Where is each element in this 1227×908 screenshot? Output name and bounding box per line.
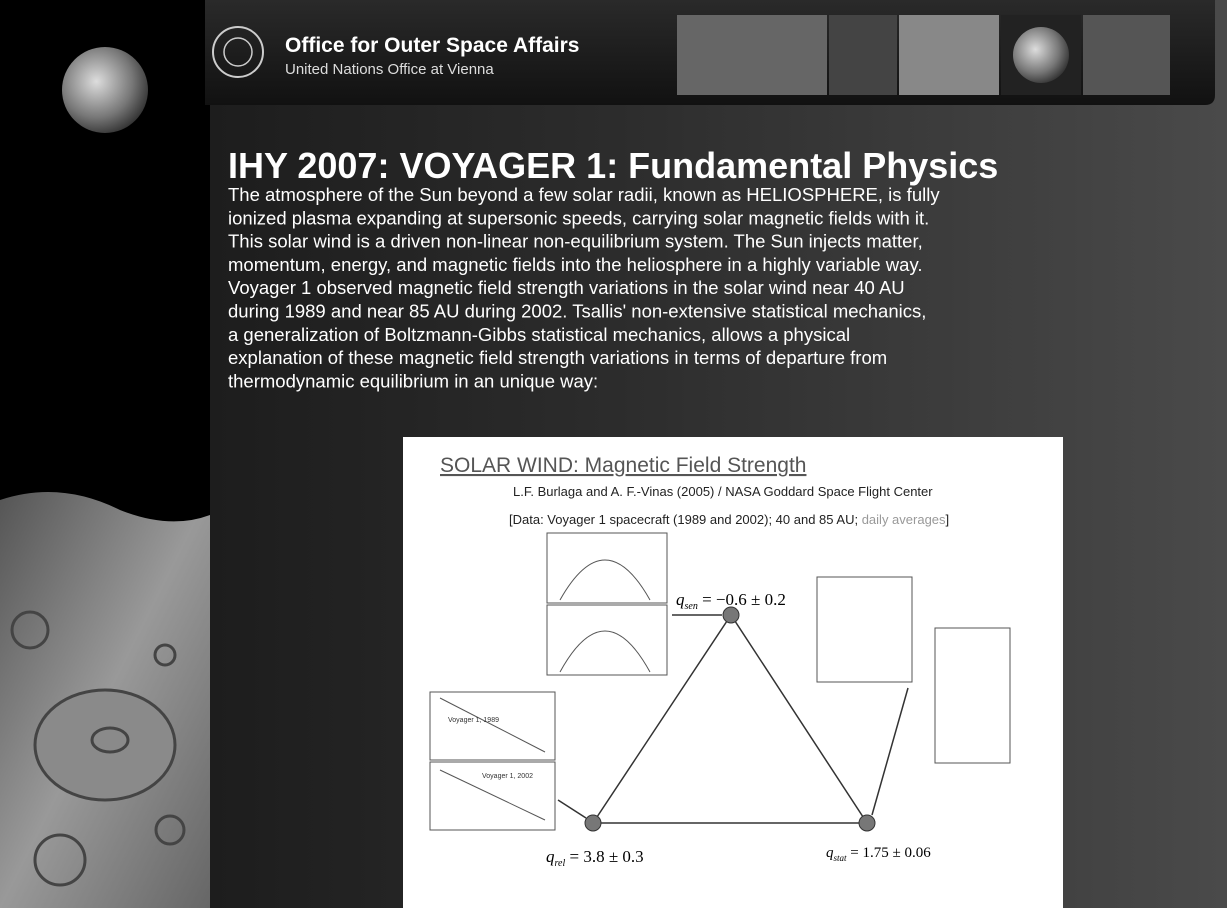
slide-title: IHY 2007: VOYAGER 1: Fundamental Physics	[228, 145, 998, 186]
panel-label: Voyager 1, 1989	[448, 717, 499, 724]
q-value: = 3.8 ± 0.3	[565, 847, 643, 866]
note-end: ]	[946, 512, 950, 527]
figure-title: SOLAR WIND: Magnetic Field Strength	[440, 454, 806, 477]
slide: Office for Outer Space Affairs United Na…	[0, 0, 1227, 908]
panel-label: Voyager 1, 2002	[482, 773, 533, 780]
earth-image	[62, 47, 148, 133]
body-line: Voyager 1 observed magnetic field streng…	[228, 277, 905, 298]
q-value: = 1.75 ± 0.06	[847, 845, 932, 861]
header-subtitle: United Nations Office at Vienna	[285, 61, 494, 78]
body-line: explanation of these magnetic field stre…	[228, 347, 887, 368]
body-line: during 1989 and near 85 AU during 2002. …	[228, 301, 926, 322]
figure-data-note: [Data: Voyager 1 spacecraft (1989 and 20…	[509, 512, 949, 527]
body-line: The atmosphere of the Sun beyond a few s…	[228, 184, 940, 205]
q-sub: sen	[685, 601, 698, 612]
note-text: [Data: Voyager 1 spacecraft (1989 and 20…	[509, 512, 858, 527]
header-title: Office for Outer Space Affairs	[285, 34, 579, 57]
body-line: thermodynamic equilibrium in an unique w…	[228, 370, 598, 391]
body-line: This solar wind is a driven non-linear n…	[228, 231, 923, 252]
figure-credit: L.F. Burlaga and A. F.-Vinas (2005) / NA…	[513, 484, 933, 499]
slide-body: The atmosphere of the Sun beyond a few s…	[228, 184, 940, 391]
q-sub: rel	[555, 858, 566, 869]
q-value: = −0.6 ± 0.2	[698, 590, 786, 609]
body-line: momentum, energy, and magnetic fields in…	[228, 254, 922, 275]
body-line: a generalization of Boltzmann-Gibbs stat…	[228, 324, 850, 345]
body-line: ionized plasma expanding at supersonic s…	[228, 207, 929, 228]
note-gray: daily averages	[862, 512, 946, 527]
q-sub: stat	[834, 853, 848, 863]
header-image-strip	[677, 15, 1170, 95]
